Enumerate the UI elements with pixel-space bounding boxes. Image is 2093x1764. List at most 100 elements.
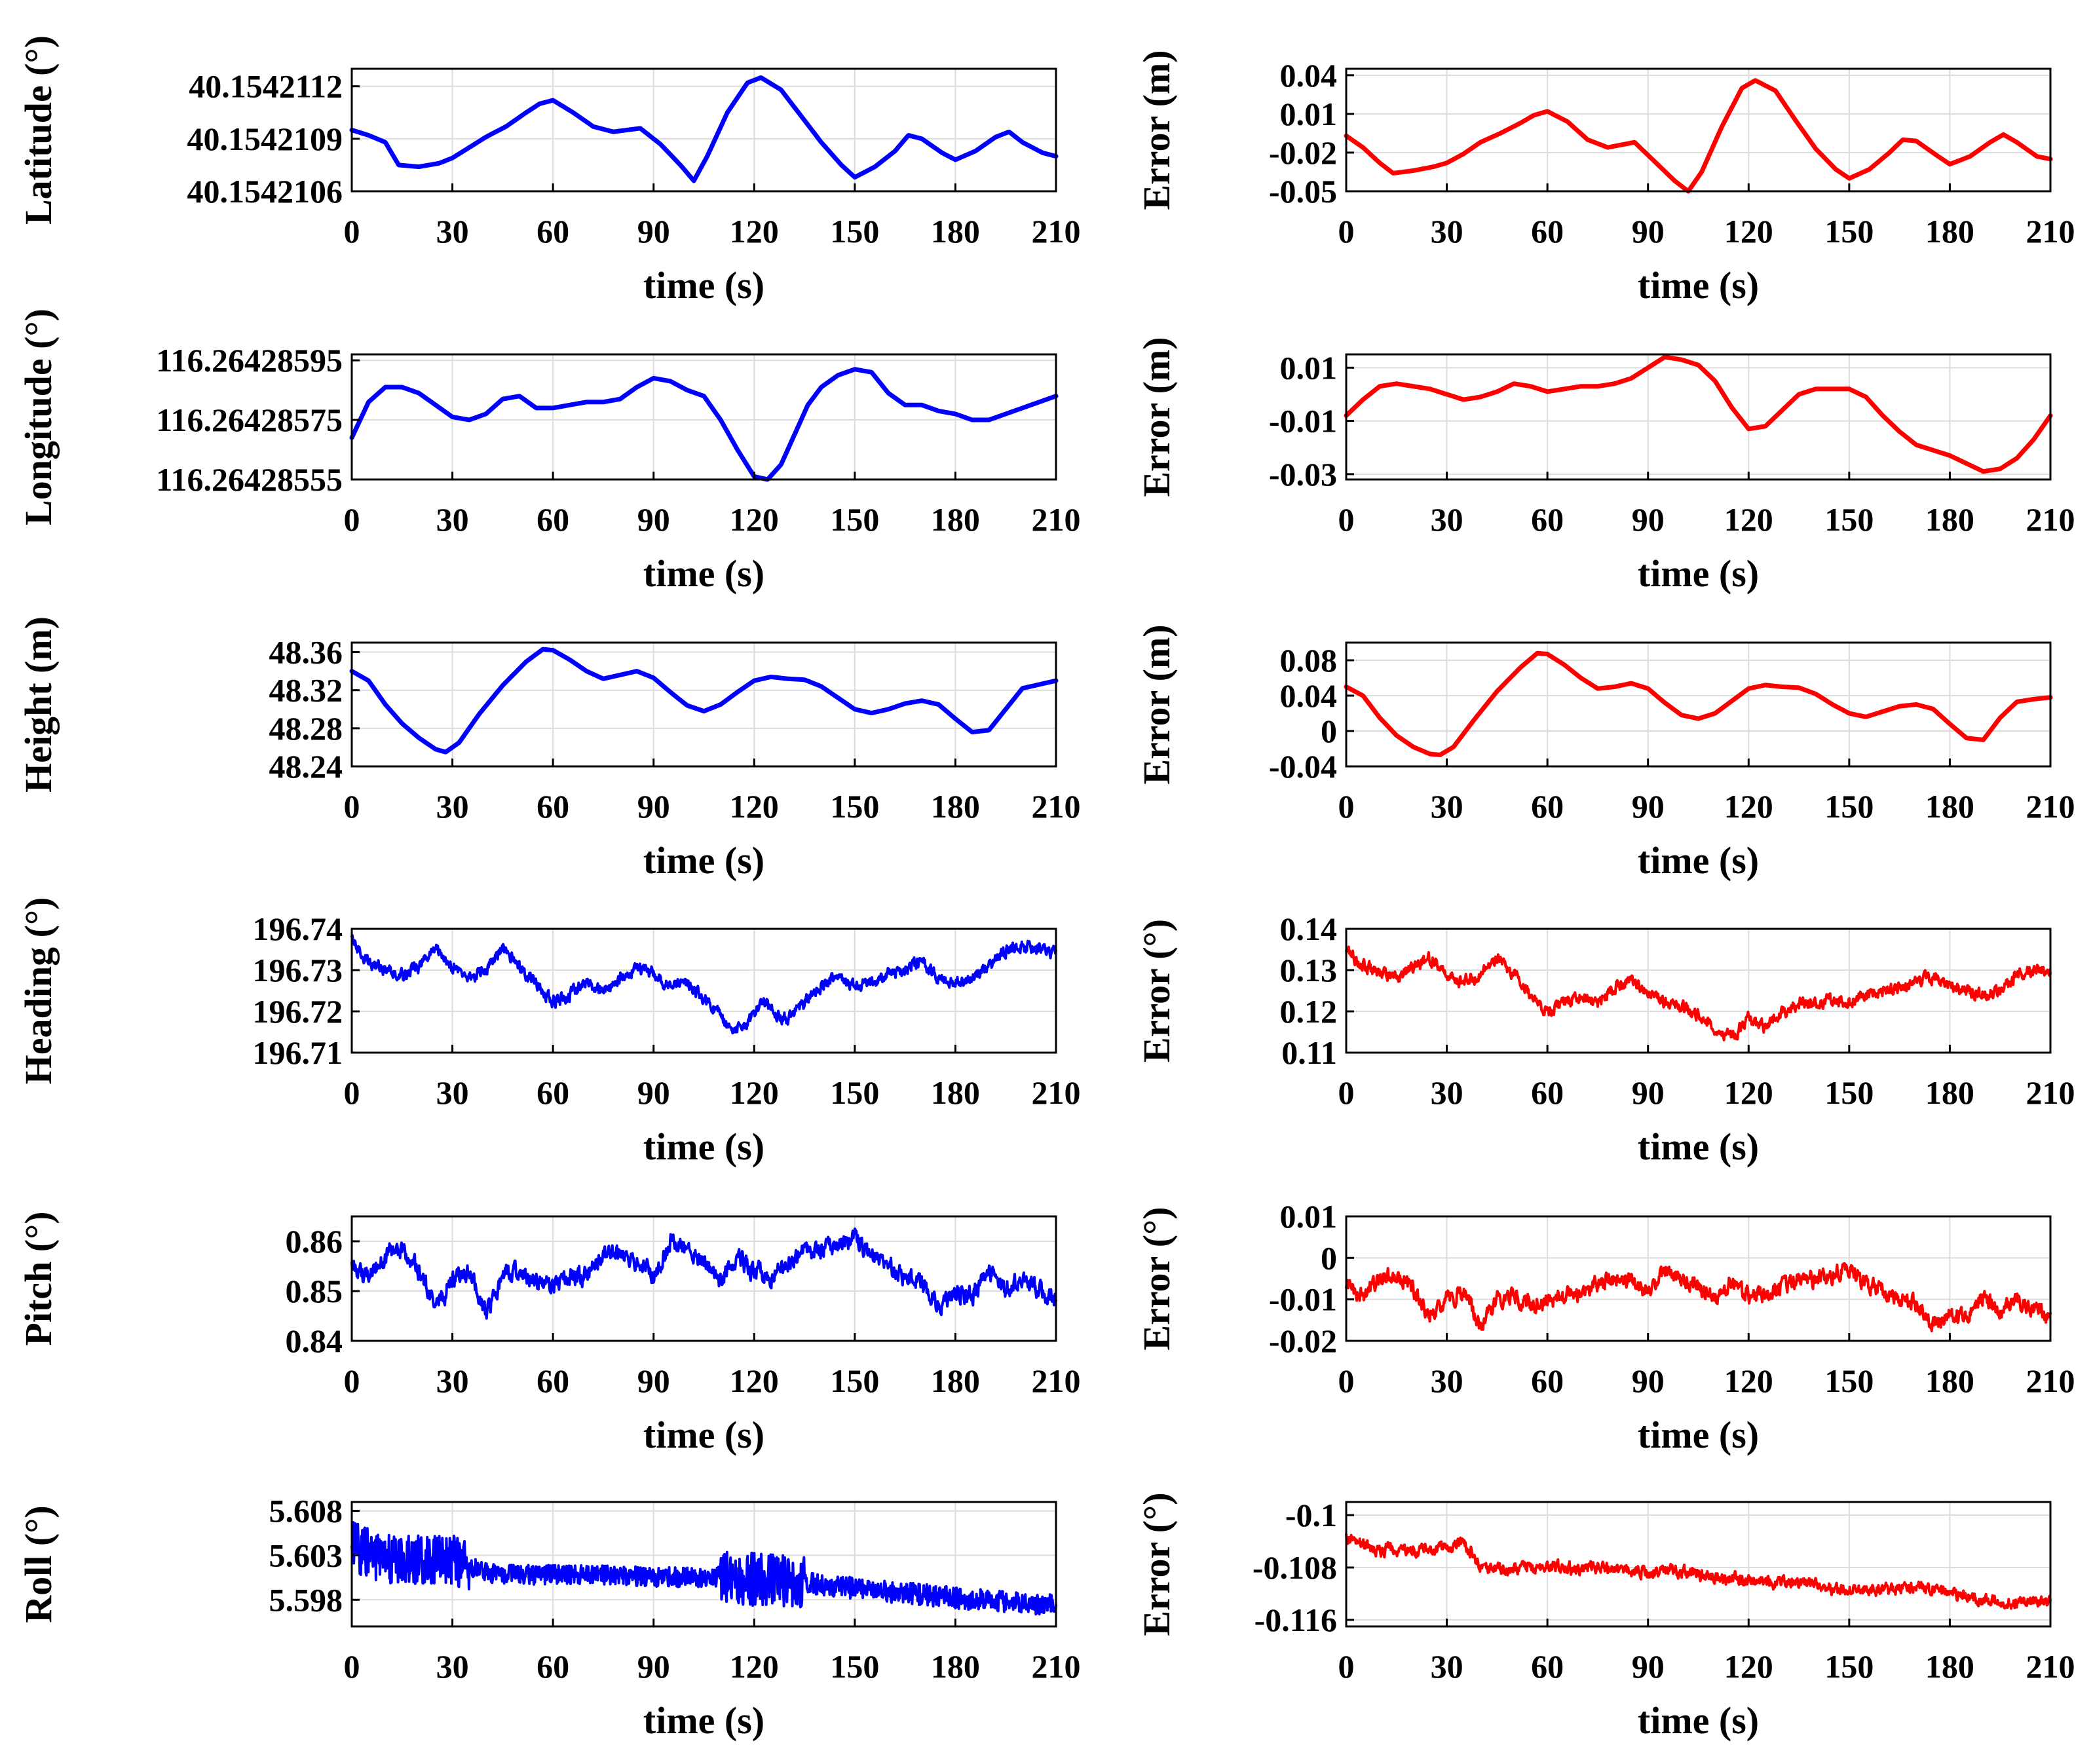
heading-ytick-label-2: 196.73 <box>253 952 343 988</box>
pitch-xtick-label-6: 180 <box>931 1362 980 1399</box>
pitch-ytick-label-1: 0.85 <box>286 1273 343 1309</box>
heading-xlabel: time (s) <box>643 1125 764 1168</box>
heading-series-line <box>350 933 1057 1035</box>
chart-longitude_error: 0 30 60 90 120 150 180 210 -0.03 -0.01 0.01 time (s… <box>1135 337 2075 595</box>
roll-ytick-label-2: 5.608 <box>269 1493 343 1529</box>
roll_error-series-line <box>1345 1533 2052 1610</box>
heading_error-ytick-label-1: 0.12 <box>1280 993 1338 1030</box>
pitch_error-xtick-label-6: 180 <box>1925 1362 1974 1399</box>
pitch_error-ylabel: Error (°) <box>1135 1207 1178 1350</box>
latitude-xtick-label-0: 0 <box>344 213 360 250</box>
pitch-ylabel: Pitch (°) <box>17 1211 60 1345</box>
pitch_error-series-line <box>1345 1262 2052 1332</box>
heading-ytick-label-1: 196.72 <box>253 993 343 1030</box>
latitude-xtick-label-2: 60 <box>537 213 569 250</box>
heading_error-ylabel: Error (°) <box>1135 919 1178 1062</box>
longitude-axes-box <box>350 353 1057 481</box>
longitude_error-xtick-label-3: 90 <box>1632 501 1665 538</box>
height_error-xlabel: time (s) <box>1638 839 1759 882</box>
latitude_error-xtick-label-0: 0 <box>1338 213 1355 250</box>
heading-xtick-label-7: 210 <box>1032 1074 1081 1111</box>
roll-axes-box <box>350 1501 1057 1628</box>
pitch_error-axes-box <box>1345 1215 2052 1342</box>
height-xtick-label-3: 90 <box>637 788 670 825</box>
height-xtick-label-1: 30 <box>436 788 469 825</box>
roll-xtick-label-4: 120 <box>730 1648 779 1685</box>
roll-xtick-label-1: 30 <box>436 1648 469 1685</box>
roll-xtick-label-2: 60 <box>537 1648 569 1685</box>
pitch-axes-box <box>350 1215 1057 1342</box>
chart-pitch_error: 0 30 60 90 120 150 180 210 -0.02 -0.01 0 0.01 time (… <box>1135 1198 2075 1456</box>
height_error-xtick-label-0: 0 <box>1338 788 1355 825</box>
roll_error-grid <box>1346 1502 2051 1626</box>
latitude-xtick-label-4: 120 <box>730 213 779 250</box>
longitude-xtick-label-1: 30 <box>436 501 469 538</box>
pitch-series-line <box>350 1227 1057 1320</box>
height-axes-box <box>350 641 1057 768</box>
height-ytick-label-2: 48.32 <box>269 672 343 709</box>
heading-xtick-label-2: 60 <box>537 1074 569 1111</box>
latitude-ytick-label-2: 40.1542112 <box>189 68 343 105</box>
latitude-xtick-label-1: 30 <box>436 213 469 250</box>
pitch_error-xtick-label-4: 120 <box>1724 1362 1773 1399</box>
heading_error-ytick-label-0: 0.11 <box>1281 1034 1337 1071</box>
pitch-ytick-label-2: 0.86 <box>286 1223 343 1260</box>
pitch_error-xtick-label-5: 150 <box>1824 1362 1874 1399</box>
height-grid <box>351 643 1057 767</box>
longitude-xtick-label-4: 120 <box>730 501 779 538</box>
latitude_error-xtick-label-7: 210 <box>2026 213 2075 250</box>
heading_error-xtick-label-5: 150 <box>1824 1074 1874 1111</box>
height-series-line <box>349 647 1059 755</box>
roll-xtick-label-6: 180 <box>931 1648 980 1685</box>
heading_error-xtick-label-3: 90 <box>1632 1074 1665 1111</box>
longitude_error-xtick-label-5: 150 <box>1824 501 1874 538</box>
roll-xtick-label-5: 150 <box>830 1648 879 1685</box>
chart-roll_error: 0 30 60 90 120 150 180 210 -0.116 -0.108 -0.1 time … <box>1135 1492 2075 1742</box>
longitude_error-series-line <box>1344 354 2053 474</box>
latitude_error-ytick-label-1: -0.02 <box>1269 134 1337 171</box>
height-xtick-label-2: 60 <box>537 788 569 825</box>
pitch_error-ytick-label-2: 0 <box>1321 1239 1337 1276</box>
longitude_error-xtick-label-7: 210 <box>2026 501 2075 538</box>
roll_error-ytick-label-0: -0.116 <box>1254 1602 1337 1638</box>
roll_error-xtick-label-6: 180 <box>1925 1648 1974 1685</box>
latitude-ylabel: Latitude (°) <box>17 35 60 225</box>
pitch-xlabel: time (s) <box>643 1414 764 1456</box>
chart-latitude: 0 30 60 90 120 150 180 210 40.1542106 40.1542109 4… <box>17 35 1081 307</box>
pitch_error-xtick-label-7: 210 <box>2026 1362 2075 1399</box>
longitude_error-ytick-label-0: -0.03 <box>1269 456 1337 493</box>
heading_error-xlabel: time (s) <box>1638 1125 1759 1168</box>
longitude-xtick-label-2: 60 <box>537 501 569 538</box>
longitude-xtick-label-3: 90 <box>637 501 670 538</box>
heading_error-xtick-label-1: 30 <box>1431 1074 1463 1111</box>
heading-xtick-label-3: 90 <box>637 1074 670 1111</box>
chart-latitude_error: 0 30 60 90 120 150 180 210 -0.05-0.020.010.04 tim… <box>1135 50 2075 307</box>
heading_error-xtick-label-0: 0 <box>1338 1074 1355 1111</box>
roll-ytick-label-1: 5.603 <box>269 1537 343 1573</box>
heading_error-ytick-label-2: 0.13 <box>1280 952 1338 988</box>
height-xtick-label-6: 180 <box>931 788 980 825</box>
height_error-ytick-label-3: 0.08 <box>1280 642 1338 679</box>
heading-axes-box <box>350 928 1057 1054</box>
roll_error-xtick-label-1: 30 <box>1431 1648 1463 1685</box>
height-xtick-label-4: 120 <box>730 788 779 825</box>
chart-heading_error: 0 30 60 90 120 150 180 210 0.11 0.12 0.13 0.14 time … <box>1135 910 2075 1168</box>
chart-longitude: 0 30 60 90 120 150 180 210 116.26428555 116.26428… <box>17 309 1081 595</box>
pitch-xtick-label-1: 30 <box>436 1362 469 1399</box>
heading_error-ytick-label-3: 0.14 <box>1280 910 1338 947</box>
latitude_error-xlabel: time (s) <box>1638 264 1759 307</box>
roll_error-ylabel: Error (°) <box>1135 1492 1178 1636</box>
roll-ylabel: Roll (°) <box>17 1505 60 1623</box>
roll-ytick-label-0: 5.598 <box>269 1581 343 1618</box>
latitude-axes-box <box>350 67 1057 193</box>
height_error-xtick-label-5: 150 <box>1824 788 1874 825</box>
roll_error-ytick-label-1: -0.108 <box>1253 1549 1337 1586</box>
roll_error-xtick-label-3: 90 <box>1632 1648 1665 1685</box>
pitch-xtick-label-7: 210 <box>1032 1362 1081 1399</box>
roll_error-axes-box <box>1345 1501 2052 1628</box>
height_error-ylabel: Error (m) <box>1135 624 1178 784</box>
pitch_error-xtick-label-0: 0 <box>1338 1362 1355 1399</box>
longitude_error-ytick-label-2: 0.01 <box>1280 349 1338 386</box>
